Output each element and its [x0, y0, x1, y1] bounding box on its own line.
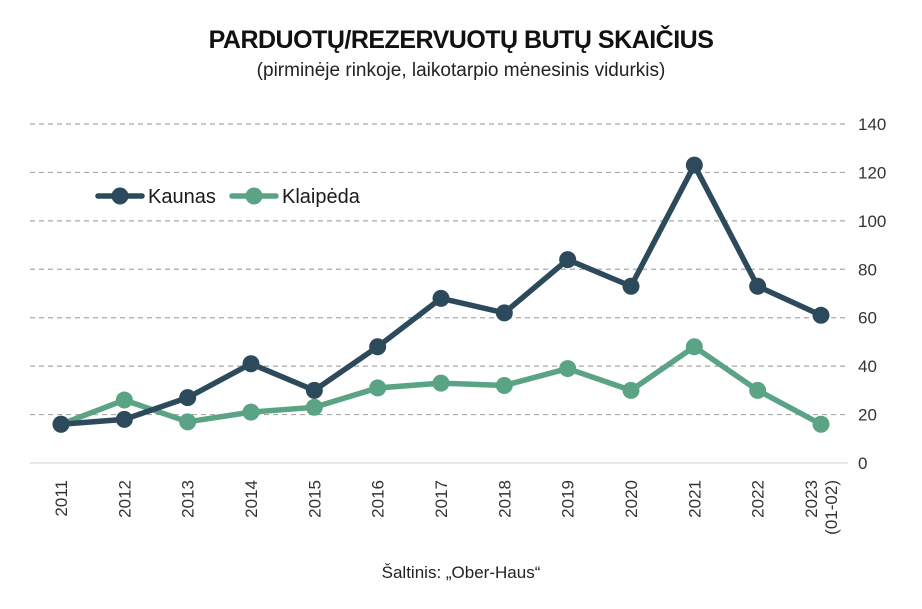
data-point — [369, 379, 387, 397]
series-klaipėda — [52, 338, 830, 433]
data-point — [559, 251, 577, 269]
y-tick-label: 40 — [858, 357, 877, 376]
x-tick-label: 2023 — [802, 480, 821, 518]
chart-subtitle: (pirminėje rinkoje, laikotarpio mėnesini… — [256, 60, 666, 81]
data-point — [495, 377, 513, 395]
y-tick-label: 80 — [858, 260, 877, 279]
data-point — [179, 389, 197, 407]
data-point — [812, 306, 830, 324]
data-point — [369, 338, 387, 356]
grid — [30, 123, 848, 416]
y-tick-label: 140 — [858, 115, 886, 134]
x-tick-label: 2015 — [305, 480, 324, 518]
data-point — [242, 403, 260, 421]
y-tick-label: 60 — [858, 309, 877, 328]
data-point — [305, 398, 323, 416]
data-point — [749, 277, 767, 295]
x-tick-label: 2012 — [115, 480, 134, 518]
data-point — [115, 391, 133, 409]
x-tick-label: 2019 — [559, 480, 578, 518]
data-point — [559, 360, 577, 378]
data-point — [812, 415, 830, 433]
legend-marker — [245, 187, 263, 205]
y-tick-label: 20 — [858, 406, 877, 425]
data-point — [52, 415, 70, 433]
y-tick-label: 100 — [858, 212, 886, 231]
x-tick-label: 2013 — [179, 480, 198, 518]
legend-marker — [111, 187, 129, 205]
y-tick-label: 0 — [858, 454, 867, 473]
x-tick-label: 2021 — [685, 480, 704, 518]
x-tick-label: 2014 — [242, 480, 261, 518]
data-point — [622, 381, 640, 399]
x-tick-label: 2022 — [749, 480, 768, 518]
data-point — [749, 381, 767, 399]
data-point — [305, 381, 323, 399]
x-tick-label: 2017 — [432, 480, 451, 518]
data-point — [179, 413, 197, 431]
x-tick-label: 2020 — [622, 480, 641, 518]
data-point — [242, 355, 260, 373]
x-tick-label: (01-02) — [822, 480, 841, 535]
y-tick-label: 120 — [858, 163, 886, 182]
data-point — [622, 277, 640, 295]
x-tick-label: 2011 — [52, 480, 71, 517]
legend-label: Klaipėda — [282, 186, 361, 208]
data-point — [495, 304, 513, 322]
legend: Kaunas Klaipėda — [95, 186, 361, 208]
chart-title: PARDUOTŲ/REZERVUOTŲ BUTŲ SKAIČIUS — [208, 26, 714, 54]
data-point — [432, 374, 450, 392]
data-point — [432, 289, 450, 307]
legend-label: Kaunas — [148, 186, 216, 208]
data-point — [115, 410, 133, 428]
series-kaunas — [52, 156, 830, 433]
data-point — [685, 156, 703, 174]
source-note: Šaltinis: „Ober-Haus“ — [381, 563, 541, 582]
data-point — [685, 338, 703, 356]
x-tick-label: 2018 — [495, 480, 514, 518]
x-tick-label: 2016 — [369, 480, 388, 518]
